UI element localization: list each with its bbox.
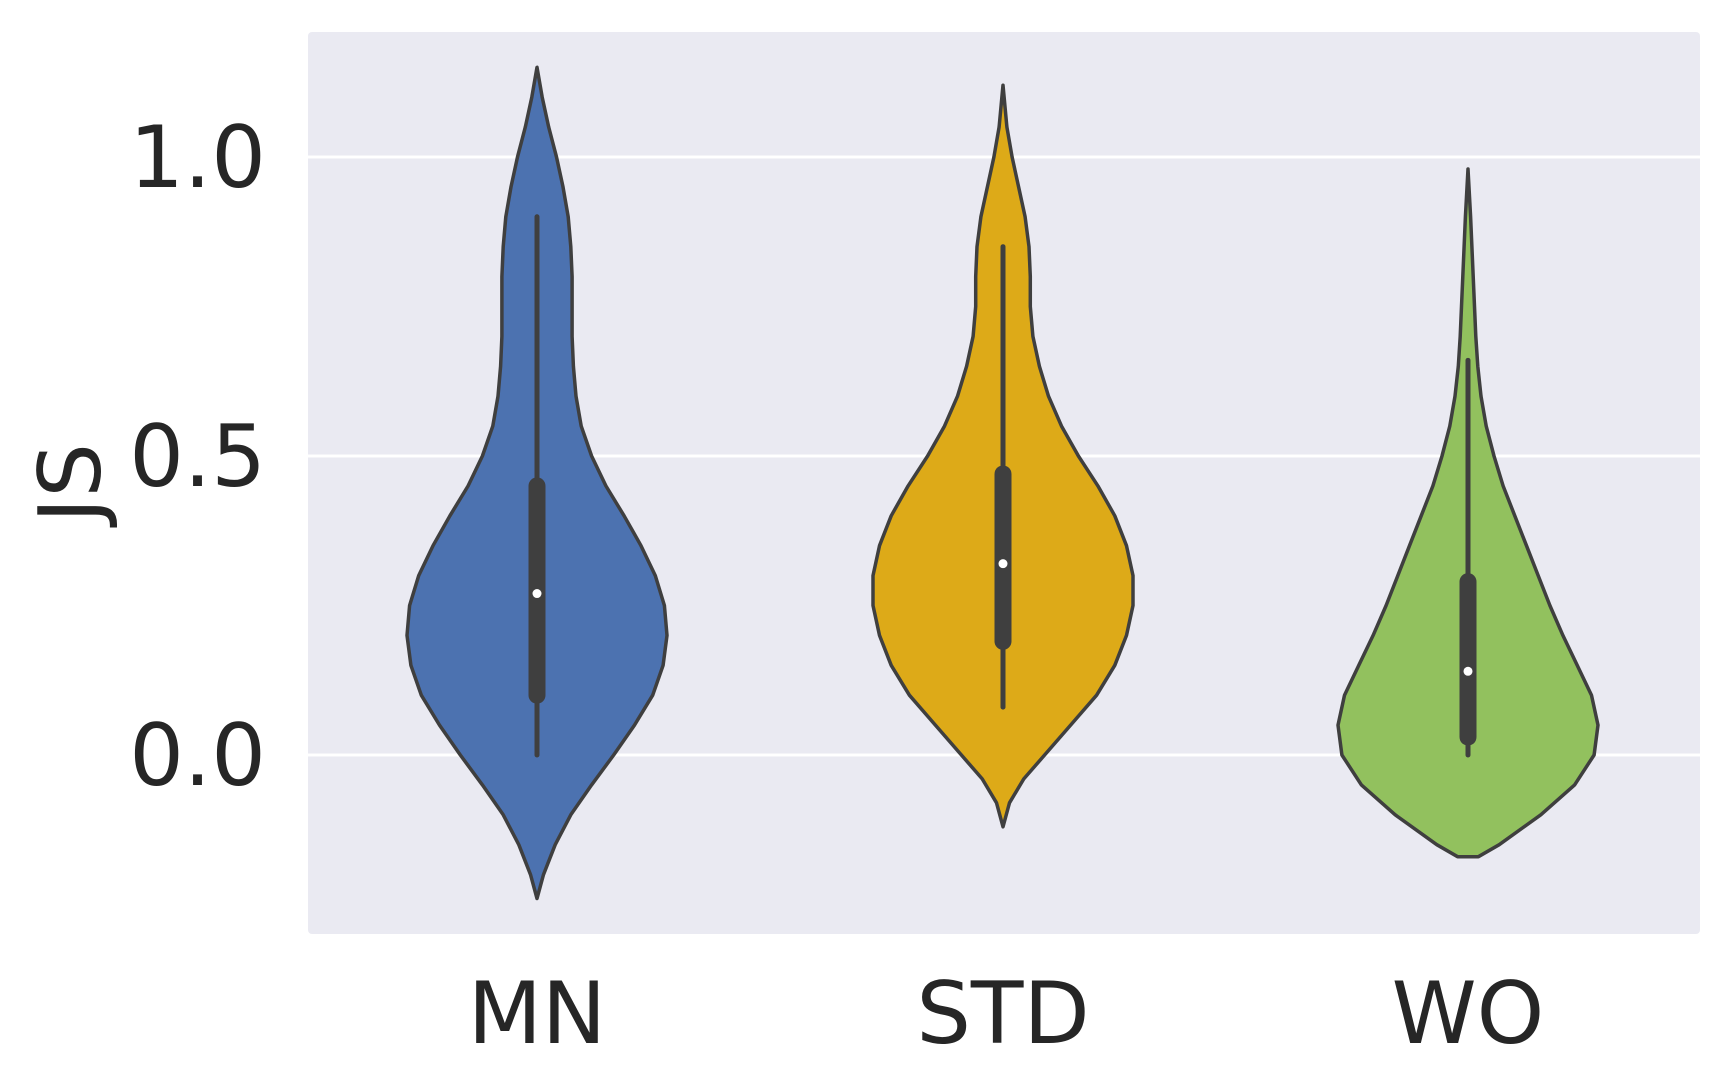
- y-axis-title: JS: [21, 443, 121, 528]
- x-tick-label: STD: [916, 964, 1089, 1064]
- violins: [405, 65, 1600, 901]
- y-tick-label: 0.0: [129, 706, 266, 806]
- median-point-wo: [1463, 666, 1473, 676]
- x-tick-label: WO: [1392, 964, 1545, 1064]
- median-point-mn: [532, 589, 542, 599]
- y-tick-labels: 0.0 0.5 1.0: [129, 108, 266, 806]
- x-tick-label: MN: [468, 964, 607, 1064]
- x-tick-labels: MN STD WO: [468, 964, 1545, 1064]
- y-tick-label: 0.5: [129, 407, 266, 507]
- y-tick-label: 1.0: [129, 108, 266, 208]
- median-point-std: [998, 559, 1008, 569]
